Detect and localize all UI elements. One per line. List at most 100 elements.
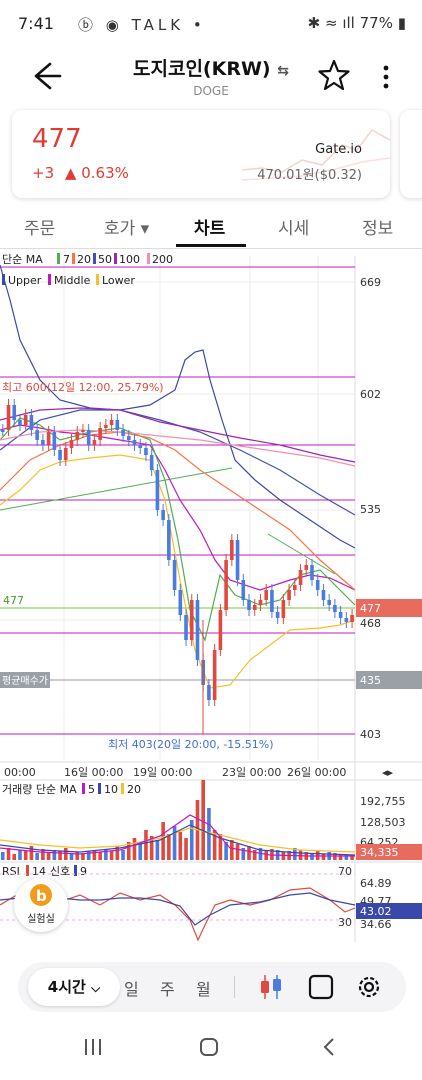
candle-body — [172, 560, 177, 590]
candlestick-series — [1, 399, 354, 734]
status-bar: 7:41 ⓑ ◉ TALK • ✱ ≈ ıll 77% ▮ — [0, 0, 422, 52]
candlestick-icon — [261, 975, 281, 999]
ma200-swatch — [147, 253, 150, 264]
candle-body — [52, 432, 57, 450]
volume-bar — [167, 834, 171, 860]
volume-axis: 192,755 128,503 64,252 34,335 — [356, 795, 422, 860]
candle-body — [247, 600, 251, 610]
price-tick: 669 — [360, 276, 381, 289]
level-lines — [0, 266, 355, 735]
candle-body — [287, 590, 291, 600]
rsi-tick: 64.89 — [360, 877, 392, 890]
volume-bar — [41, 849, 45, 860]
gear-icon — [358, 976, 380, 998]
candle-body — [18, 420, 22, 425]
next-card-peek[interactable] — [400, 110, 422, 198]
price-tick: 535 — [360, 503, 381, 516]
volume-bar — [104, 849, 108, 860]
candle-body — [304, 565, 309, 570]
candle-body — [35, 430, 39, 440]
back-button[interactable] — [28, 58, 64, 94]
tab-info[interactable]: 정보 — [362, 219, 394, 239]
candle-body — [327, 600, 331, 605]
volume-bar — [109, 851, 114, 860]
price-card[interactable]: 477 +3 ▲ 0.63% Gate.io 470.01원($0.32) — [12, 110, 390, 198]
time-tick: 16일 00:00 — [64, 765, 123, 779]
coin-symbol: DOGE — [193, 84, 229, 98]
candle-type-button[interactable] — [256, 972, 286, 1006]
candle-body — [281, 600, 286, 618]
rsi-legend: RSI 14 신호 9 — [2, 865, 87, 878]
recent-apps-button[interactable] — [82, 1036, 104, 1064]
candle-body — [46, 432, 51, 445]
square-icon — [308, 974, 334, 1000]
rsi-signal-swatch — [74, 865, 77, 876]
lab-label: 실험실 — [27, 914, 55, 925]
page-title[interactable]: 도지코인(KRW) ⇆ — [0, 54, 422, 81]
volume-bar — [1, 852, 5, 860]
price-tick: 468 — [360, 617, 381, 630]
ma100-period: 100 — [119, 253, 140, 266]
ma7-swatch — [57, 253, 60, 264]
candle-body — [189, 600, 194, 640]
time-tick: 19일 00:00 — [133, 765, 192, 779]
volume-bar — [189, 820, 194, 860]
signal-icons: ✱ ≈ ıll — [307, 14, 355, 32]
favorite-button[interactable] — [317, 58, 351, 92]
price-change: +3 ▲ 0.63% — [32, 164, 129, 182]
bb-middle-swatch — [48, 274, 51, 285]
status-right: ✱ ≈ ıll 77% ▮ — [308, 14, 406, 32]
volume-bar — [241, 848, 246, 860]
volume-bar — [218, 834, 223, 860]
timeframe-week[interactable]: 주 — [160, 980, 175, 999]
volume-bar — [35, 853, 39, 860]
drawing-tool-button[interactable] — [306, 972, 336, 1006]
candle-body — [167, 520, 171, 560]
home-button[interactable] — [198, 1036, 220, 1064]
volume-bar — [264, 851, 268, 860]
vol-ma10-swatch — [98, 783, 101, 794]
rsi-tick: 70 — [338, 865, 352, 878]
ma20-swatch — [72, 253, 75, 264]
coin-name: 도지코인(KRW) — [133, 58, 271, 80]
candle-body — [344, 618, 349, 622]
volume-bar — [98, 852, 102, 860]
ref-line-label: 477 — [3, 594, 24, 607]
rsi-current-label: 43.02 — [360, 905, 392, 918]
candle-body — [86, 430, 91, 445]
price-chart[interactable]: 단순 MA 7 20 50 100 200 Upper Middle Lower… — [0, 250, 422, 950]
lab-button[interactable]: b 실험실 — [14, 878, 68, 932]
back-nav-button[interactable] — [318, 1036, 340, 1064]
candle-body — [41, 440, 45, 445]
volume-bar — [58, 851, 62, 860]
mini-chart-background — [242, 129, 390, 181]
more-menu-button[interactable] — [376, 60, 396, 94]
volume-bar — [344, 855, 349, 860]
vol-ma5-swatch — [82, 783, 85, 794]
star-icon — [318, 59, 350, 91]
timeframe-month[interactable]: 월 — [196, 980, 211, 999]
scroll-arrows-icon[interactable]: ◂▸ — [382, 766, 394, 779]
tab-market-price[interactable]: 시세 — [278, 219, 310, 239]
volume-bar — [172, 826, 177, 860]
low-annotation: 최저 403(20일 20:00, -15.51%) — [108, 737, 274, 751]
candle-body — [144, 448, 148, 455]
tab-chart[interactable]: 차트 — [194, 219, 226, 239]
volume-bar — [144, 830, 148, 860]
swap-icon[interactable]: ⇆ — [277, 63, 289, 79]
candle-body — [161, 510, 165, 520]
chart-settings-button[interactable] — [354, 972, 384, 1006]
trend-line — [0, 467, 233, 511]
volume-bar — [293, 848, 297, 860]
bb-upper-label: Upper — [8, 274, 42, 287]
home-icon — [200, 1038, 218, 1056]
timeframe-day[interactable]: 일 — [124, 980, 139, 999]
tab-order[interactable]: 주문 — [24, 219, 56, 239]
volume-bar — [201, 780, 206, 860]
timeframe-select[interactable]: 4시간 ⌵ — [28, 968, 120, 1006]
volume-bar — [321, 854, 326, 860]
change-percent: ▲ 0.63% — [64, 164, 129, 182]
candle-body — [252, 605, 257, 610]
candle-body — [155, 470, 160, 510]
tab-orderbook[interactable]: 호가 ▾ — [104, 219, 150, 239]
